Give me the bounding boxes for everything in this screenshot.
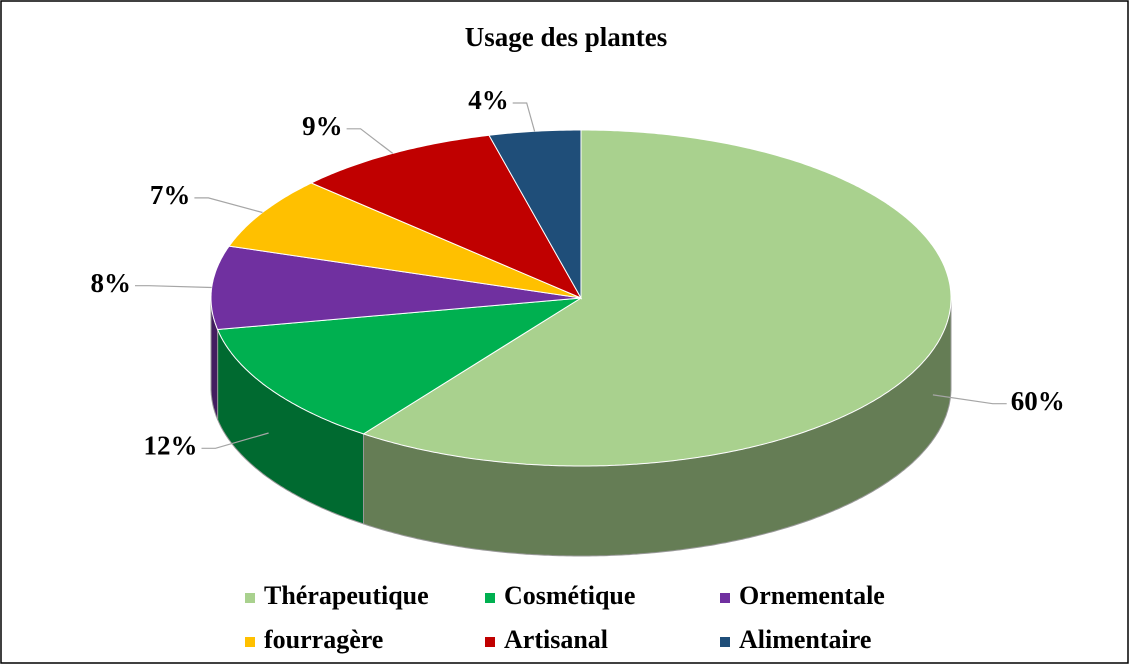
leader-line bbox=[135, 285, 212, 289]
leader-line bbox=[346, 128, 394, 154]
leader-line bbox=[201, 432, 269, 449]
leader-line bbox=[512, 102, 536, 132]
leader-line bbox=[932, 394, 1007, 405]
legend-label: fourragère bbox=[264, 625, 383, 654]
legend-label: Thérapeutique bbox=[264, 581, 429, 610]
legend-marker bbox=[245, 637, 255, 647]
legend-label: Artisanal bbox=[504, 625, 608, 654]
legend-label: Ornementale bbox=[739, 581, 885, 610]
legend-marker bbox=[720, 637, 730, 647]
legend-label: Cosmétique bbox=[504, 581, 635, 610]
data-label: 12% bbox=[143, 431, 197, 461]
legend-label: Alimentaire bbox=[739, 625, 871, 654]
chart-title: Usage des plantes bbox=[465, 22, 668, 52]
leader-line bbox=[194, 197, 263, 214]
data-label: 7% bbox=[150, 180, 191, 210]
pie-slice bbox=[216, 297, 582, 435]
data-label: 8% bbox=[90, 268, 131, 298]
legend-marker bbox=[485, 593, 495, 603]
pie-slice bbox=[362, 129, 952, 467]
data-label: 4% bbox=[468, 85, 509, 115]
legend-marker bbox=[720, 593, 730, 603]
data-label: 60% bbox=[1011, 386, 1065, 416]
data-label: 9% bbox=[302, 111, 343, 141]
legend-marker bbox=[245, 593, 255, 603]
legend-marker bbox=[485, 637, 495, 647]
